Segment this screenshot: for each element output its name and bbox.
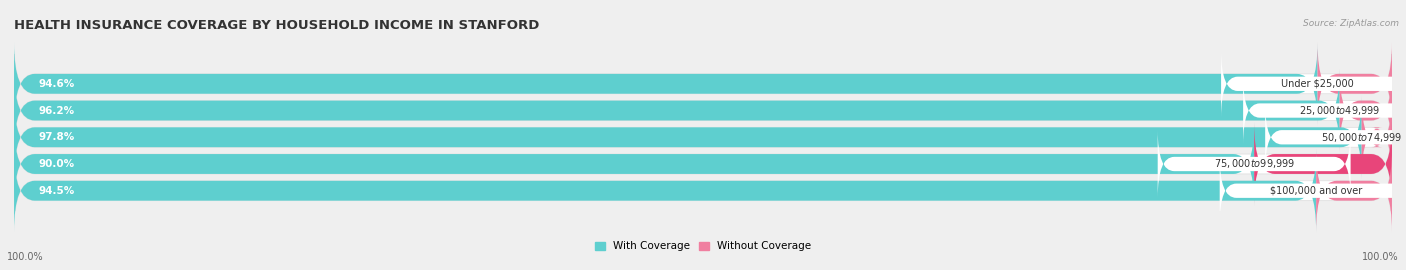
Text: $25,000 to $49,999: $25,000 to $49,999 <box>1299 104 1381 117</box>
FancyBboxPatch shape <box>1220 157 1406 225</box>
FancyBboxPatch shape <box>1243 77 1406 144</box>
Legend: With Coverage, Without Coverage: With Coverage, Without Coverage <box>591 237 815 255</box>
FancyBboxPatch shape <box>1316 149 1392 232</box>
Text: 97.8%: 97.8% <box>39 132 75 142</box>
FancyBboxPatch shape <box>14 123 1392 205</box>
FancyBboxPatch shape <box>14 69 1392 152</box>
Text: 90.0%: 90.0% <box>39 159 75 169</box>
FancyBboxPatch shape <box>14 69 1340 152</box>
FancyBboxPatch shape <box>14 123 1254 205</box>
FancyBboxPatch shape <box>14 96 1361 179</box>
Text: $100,000 and over: $100,000 and over <box>1270 186 1362 196</box>
FancyBboxPatch shape <box>1265 103 1406 171</box>
Text: 100.0%: 100.0% <box>1362 252 1399 262</box>
FancyBboxPatch shape <box>1340 69 1392 152</box>
FancyBboxPatch shape <box>1361 96 1392 179</box>
FancyBboxPatch shape <box>14 149 1316 232</box>
FancyBboxPatch shape <box>14 96 1392 179</box>
FancyBboxPatch shape <box>1220 50 1406 118</box>
Text: Under $25,000: Under $25,000 <box>1281 79 1354 89</box>
Text: $50,000 to $74,999: $50,000 to $74,999 <box>1322 131 1402 144</box>
Text: 100.0%: 100.0% <box>7 252 44 262</box>
FancyBboxPatch shape <box>1254 123 1392 205</box>
Text: $75,000 to $99,999: $75,000 to $99,999 <box>1213 157 1295 170</box>
Text: HEALTH INSURANCE COVERAGE BY HOUSEHOLD INCOME IN STANFORD: HEALTH INSURANCE COVERAGE BY HOUSEHOLD I… <box>14 19 540 32</box>
FancyBboxPatch shape <box>14 42 1317 125</box>
Text: Source: ZipAtlas.com: Source: ZipAtlas.com <box>1303 19 1399 28</box>
Text: 96.2%: 96.2% <box>39 106 75 116</box>
Text: 94.5%: 94.5% <box>39 186 75 196</box>
FancyBboxPatch shape <box>1157 130 1351 198</box>
Text: 94.6%: 94.6% <box>39 79 75 89</box>
FancyBboxPatch shape <box>1317 42 1392 125</box>
FancyBboxPatch shape <box>14 149 1392 232</box>
FancyBboxPatch shape <box>14 42 1392 125</box>
